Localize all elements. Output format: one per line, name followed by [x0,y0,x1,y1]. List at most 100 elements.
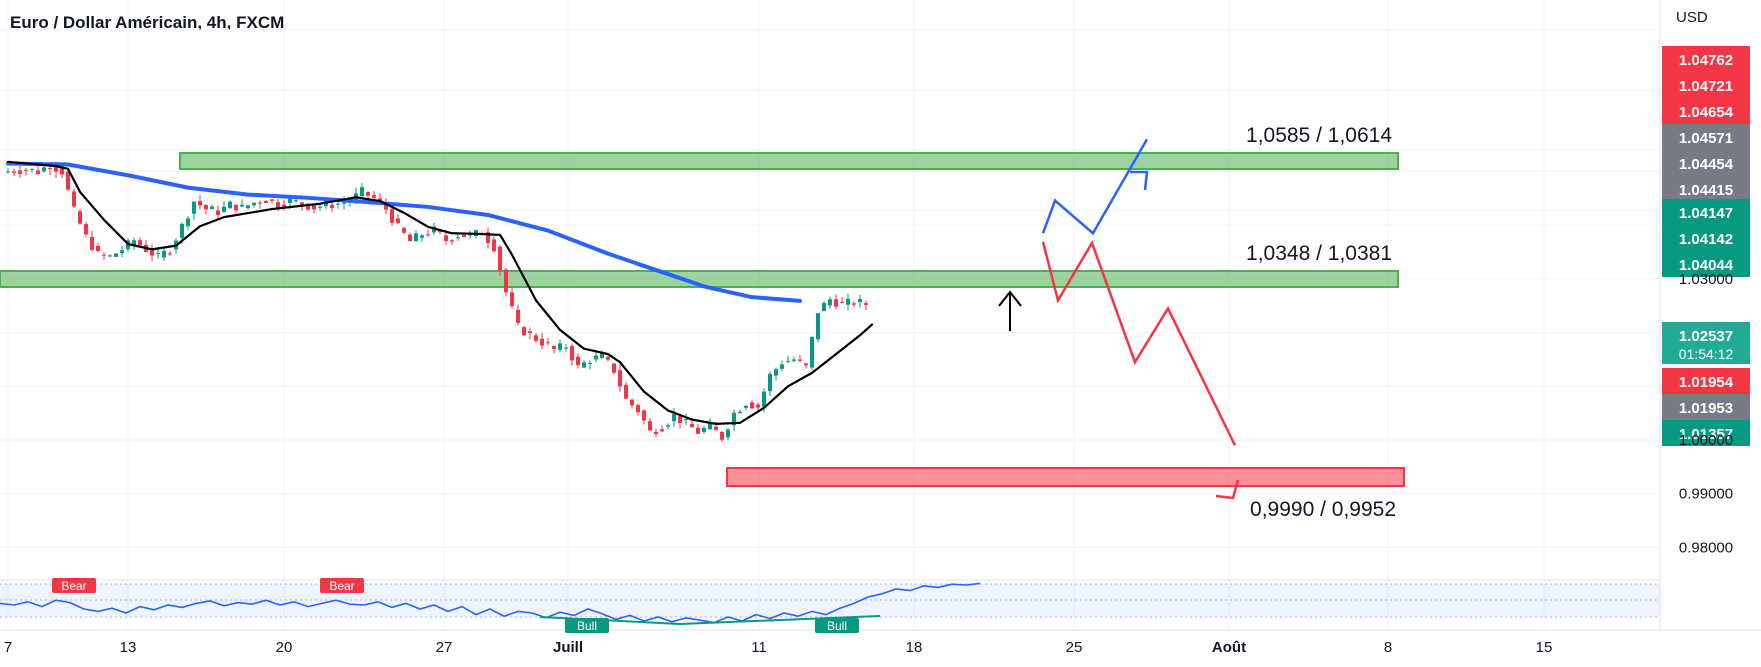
candle-body [486,232,490,244]
candle-body [786,361,790,363]
candle-body [186,218,190,227]
price-badge-value: 1.01357 [1679,426,1733,443]
candle-body [246,205,250,209]
candle-body [732,412,736,426]
candle-body [612,363,616,373]
price-badge-value: 1.04147 [1679,205,1733,222]
candle-body [372,195,376,198]
candle-body [714,426,718,431]
candle-body [780,364,784,369]
candle-body [726,429,730,438]
candle-body [264,201,268,203]
price-badge [1662,251,1750,277]
candle-body [492,239,496,252]
moving-averages [6,160,874,425]
candle-body [846,298,850,305]
price-badge [1662,176,1750,202]
projection-up-arrowhead [1130,170,1149,191]
candle-body [522,327,526,336]
candle-body [312,205,316,210]
price-badge [1662,98,1750,124]
candle-body [540,338,544,346]
candle-body [768,373,772,392]
grid-lines [0,0,1761,631]
candle-body [420,235,424,238]
zone-rect [0,270,1399,288]
candle-body [252,202,256,206]
zone-label: 0,9990 / 0,9952 [1250,498,1396,521]
candle-body [678,415,682,424]
candle-body [600,353,604,359]
candle-body [546,342,550,344]
chart-title: Euro / Dollar Américain, 4h, FXCM [10,13,285,32]
rsi-label-text: Bull [577,619,597,633]
candle-body [504,269,508,293]
price-badge-value: 1.01954 [1679,374,1734,391]
candle-body [498,246,502,272]
candle-body [384,203,388,210]
price-badge-countdown: 01:54:12 [1679,346,1734,362]
zone-label: 1,0348 / 1,0381 [1246,242,1392,265]
candle-body [192,201,196,214]
candle-body [576,356,580,366]
price-badge [1662,150,1750,176]
price-badge-value: 1.04044 [1679,257,1734,274]
candle-body [402,227,406,233]
projection-down-line [1041,240,1237,446]
candle-body [456,237,460,239]
candle-body [240,204,244,207]
candle-body [654,431,658,435]
candle-body [684,419,688,421]
candle-body [306,203,310,210]
candle-body [516,309,520,323]
price-tick-label: 1.00000 [1679,432,1733,449]
bull-divergence-line [679,615,881,625]
candle-body [228,201,232,209]
candle-body [444,235,448,242]
time-axis: 7 13 20 27 Juill 11 18 25 Août 8 15 [4,639,1553,656]
candle-body [822,303,826,312]
projection-arrows [998,138,1240,500]
candle-body [168,253,172,255]
candle-body [864,303,868,305]
price-badge [1662,72,1750,98]
candle-body [162,251,166,258]
candle-body [828,299,832,306]
candle-body [258,202,262,204]
price-badge [1662,46,1750,72]
candle-body [738,411,742,414]
candle-body [558,343,562,350]
candle-body [582,362,586,368]
rsi-label-text: Bear [61,579,86,593]
time-tick-label: 11 [751,639,767,656]
candle-body [606,356,610,360]
time-tick-label: 27 [436,639,453,656]
time-tick-label: 18 [906,639,923,656]
projection-up-line [1041,138,1149,236]
rsi-label-text: Bull [827,619,847,633]
price-badge [1662,124,1750,150]
candle-body [18,170,22,174]
rsi-label-text: Bear [329,579,354,593]
price-badge-value: 1.02537 [1679,328,1733,345]
candle-body [102,254,106,256]
candle-body [774,369,778,376]
candle-body [426,234,430,236]
candle-body [642,410,646,421]
candle-body [594,355,598,360]
price-badge [1662,322,1750,364]
zones-layer: 1,0585 / 1,0614 1,0348 / 1,0381 0,9990 / 0… [0,124,1405,521]
rsi-label-badge [815,618,859,633]
candle-body [72,191,76,207]
price-badge-value: 1.04415 [1679,182,1733,199]
price-badge-value: 1.04454 [1679,156,1734,173]
candle-body [96,245,100,252]
time-tick-label: 8 [1384,639,1392,656]
candle-body [852,303,856,305]
time-tick-label: 25 [1066,639,1083,656]
price-badge-value: 1.04142 [1679,231,1733,248]
candle-body [636,405,640,413]
candle-body [858,299,862,302]
candle-body [528,331,532,334]
